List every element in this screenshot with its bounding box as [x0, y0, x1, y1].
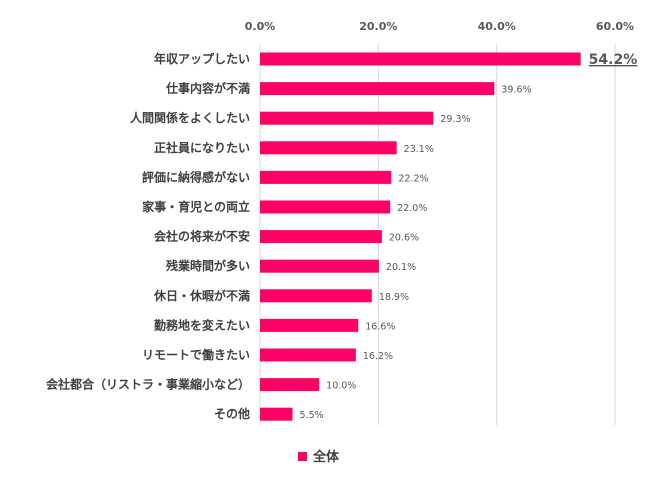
x-tick-label: 60.0%	[596, 20, 634, 33]
data-label: 18.9%	[379, 292, 409, 303]
bar	[260, 407, 293, 421]
data-label: 29.3%	[440, 114, 470, 125]
category-label: 会社の将来が不安	[154, 229, 250, 244]
x-tick-label: 20.0%	[359, 20, 397, 33]
category-label: 勤務地を変えたい	[154, 317, 250, 332]
x-axis-ticks: 0.0% 20.0% 40.0% 60.0%	[245, 20, 634, 33]
category-label: 会社都合（リストラ・事業縮小など）	[46, 377, 250, 392]
bar	[260, 230, 382, 244]
category-labels: 年収アップしたい仕事内容が不満人間関係をよくしたい正社員になりたい評価に納得感が…	[46, 51, 250, 421]
data-label: 20.1%	[386, 262, 416, 273]
data-labels: 54.2% 39.6% 29.3% 23.1% 22.2% 22.0% 20.6% 20.1%…	[300, 52, 638, 421]
data-label: 39.6%	[501, 85, 531, 96]
bar	[260, 200, 391, 214]
data-label: 16.2%	[363, 351, 393, 362]
legend-swatch	[298, 452, 307, 461]
bar	[260, 289, 372, 303]
data-label: 20.6%	[389, 233, 419, 244]
data-label: 5.5%	[300, 410, 324, 421]
data-label: 22.2%	[398, 173, 428, 184]
bars	[260, 52, 581, 421]
bar	[260, 111, 434, 125]
category-label: 人間関係をよくしたい	[130, 110, 250, 125]
data-label: 16.6%	[365, 321, 395, 332]
data-label: 23.1%	[404, 144, 434, 155]
bar	[260, 318, 359, 332]
category-label: 年収アップしたい	[154, 51, 250, 66]
category-label: リモートで働きたい	[142, 347, 250, 362]
bar	[260, 82, 495, 96]
bar	[260, 170, 392, 184]
data-label: 10.0%	[326, 381, 356, 392]
category-label: 評価に納得感がない	[142, 169, 250, 184]
category-label: その他	[214, 406, 250, 421]
category-label: 家事・育児との両立	[142, 199, 250, 214]
bar	[260, 141, 397, 155]
category-label: 休日・休暇が不満	[153, 288, 250, 303]
bar	[260, 52, 581, 66]
x-tick-label: 40.0%	[478, 20, 516, 33]
bar	[260, 378, 320, 392]
data-label-highlight: 54.2%	[589, 52, 638, 68]
bar	[260, 348, 356, 362]
legend: 全体	[298, 449, 340, 465]
bar	[260, 259, 379, 273]
legend-label: 全体	[312, 449, 340, 465]
x-tick-label: 0.0%	[245, 20, 276, 33]
data-label: 22.0%	[397, 203, 427, 214]
category-label: 正社員になりたい	[154, 140, 250, 155]
category-label: 残業時間が多い	[166, 258, 250, 273]
category-label: 仕事内容が不満	[165, 81, 250, 96]
